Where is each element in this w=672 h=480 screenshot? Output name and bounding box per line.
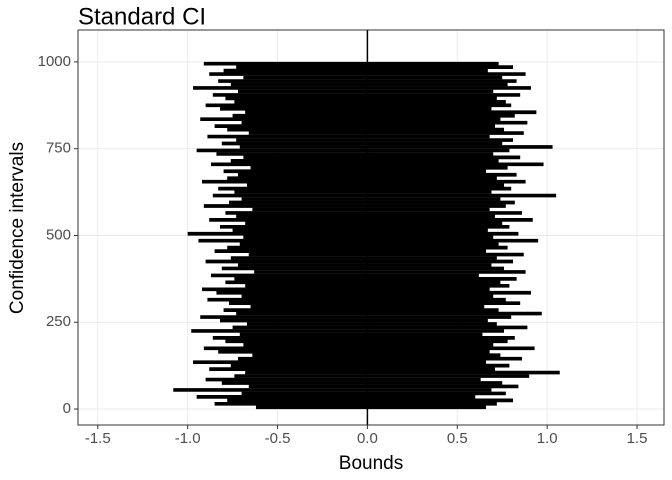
y-tick-label: 500 — [46, 226, 71, 243]
x-tick-label: 1.0 — [537, 430, 558, 447]
y-tick-label: 250 — [46, 313, 71, 330]
chart-title: Standard CI — [78, 3, 206, 30]
y-tick-label: 750 — [46, 140, 71, 157]
x-tick-label: -1.5 — [85, 430, 111, 447]
x-tick-label: 1.5 — [627, 430, 648, 447]
x-axis-label: Bounds — [339, 453, 403, 474]
x-tick-label: 0.0 — [357, 430, 378, 447]
x-tick-label: -1.0 — [175, 430, 201, 447]
y-tick-label: 0 — [63, 400, 71, 417]
x-tick-label: -0.5 — [265, 430, 291, 447]
panel-border — [77, 29, 665, 426]
y-axis-label: Confidence intervals — [7, 142, 28, 314]
x-tick-label: 0.5 — [447, 430, 468, 447]
y-tick-label: 1000 — [38, 53, 71, 70]
